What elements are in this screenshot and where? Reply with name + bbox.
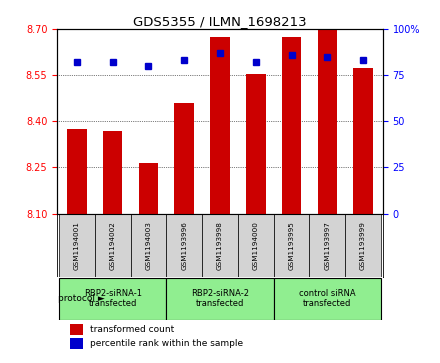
Bar — [274, 278, 381, 319]
Bar — [246, 74, 266, 214]
Text: protocol ►: protocol ► — [58, 294, 104, 303]
Bar — [131, 214, 166, 277]
Bar — [353, 68, 373, 214]
Text: GSM1193999: GSM1193999 — [360, 221, 366, 270]
Text: control siRNA
transfected: control siRNA transfected — [299, 289, 356, 309]
Bar — [282, 37, 301, 214]
Text: GSM1193996: GSM1193996 — [181, 221, 187, 270]
Bar — [166, 214, 202, 277]
Text: RBP2-siRNA-2
transfected: RBP2-siRNA-2 transfected — [191, 289, 249, 309]
Bar — [70, 323, 83, 335]
Bar — [202, 214, 238, 277]
Bar — [139, 163, 158, 214]
Bar — [345, 214, 381, 277]
Bar — [166, 278, 274, 319]
Bar — [67, 129, 87, 214]
Bar — [70, 338, 83, 349]
Text: GSM1194001: GSM1194001 — [74, 221, 80, 270]
Bar — [174, 103, 194, 214]
Bar — [318, 30, 337, 214]
Text: GSM1193998: GSM1193998 — [217, 221, 223, 270]
Text: percentile rank within the sample: percentile rank within the sample — [90, 339, 243, 348]
Bar — [274, 214, 309, 277]
Text: GSM1194003: GSM1194003 — [146, 221, 151, 270]
Text: GSM1194002: GSM1194002 — [110, 221, 116, 270]
Text: GSM1193995: GSM1193995 — [289, 221, 294, 270]
Bar — [210, 37, 230, 214]
Bar — [59, 278, 166, 319]
Text: GSM1193997: GSM1193997 — [324, 221, 330, 270]
Text: GSM1194000: GSM1194000 — [253, 221, 259, 270]
Bar — [103, 131, 122, 214]
Bar — [309, 214, 345, 277]
Text: transformed count: transformed count — [90, 325, 174, 334]
Bar — [95, 214, 131, 277]
Text: RBP2-siRNA-1
transfected: RBP2-siRNA-1 transfected — [84, 289, 142, 309]
Bar — [238, 214, 274, 277]
Bar — [59, 214, 95, 277]
Title: GDS5355 / ILMN_1698213: GDS5355 / ILMN_1698213 — [133, 15, 307, 28]
